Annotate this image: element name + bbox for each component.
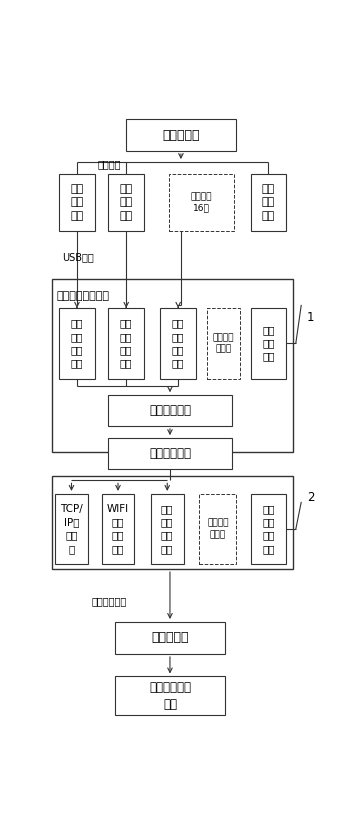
Text: 各类传感器: 各类传感器: [162, 129, 200, 141]
FancyBboxPatch shape: [102, 494, 134, 564]
Text: 多信
道扩
展板: 多信 道扩 展板: [262, 184, 275, 220]
Text: 多信
道扩
展板: 多信 道扩 展板: [120, 184, 133, 220]
FancyBboxPatch shape: [151, 494, 184, 564]
FancyBboxPatch shape: [108, 395, 232, 426]
Text: USB连接: USB连接: [62, 252, 94, 262]
Text: 接入连接: 接入连接: [97, 159, 121, 169]
FancyBboxPatch shape: [108, 308, 144, 379]
Text: 数字
变量
采集
模块: 数字 变量 采集 模块: [120, 319, 132, 368]
Text: 数据处理模块: 数据处理模块: [149, 404, 191, 417]
FancyBboxPatch shape: [199, 494, 236, 564]
FancyBboxPatch shape: [59, 308, 95, 379]
FancyBboxPatch shape: [251, 494, 286, 564]
Text: 1: 1: [307, 311, 314, 324]
Text: 移动
数据
传输
模块: 移动 数据 传输 模块: [161, 504, 173, 554]
FancyBboxPatch shape: [108, 438, 232, 469]
Text: TCP/
IP传
输模
块: TCP/ IP传 输模 块: [60, 504, 83, 554]
FancyBboxPatch shape: [55, 494, 88, 564]
FancyBboxPatch shape: [251, 308, 286, 379]
Text: WIFI
无线
传输
模块: WIFI 无线 传输 模块: [107, 504, 129, 554]
FancyBboxPatch shape: [169, 174, 234, 231]
Text: 可集成多
种模块: 可集成多 种模块: [207, 518, 229, 539]
Text: 信号
转换
模块: 信号 转换 模块: [262, 325, 275, 361]
Text: 数据存储模块: 数据存储模块: [149, 447, 191, 460]
Text: 中心服务器: 中心服务器: [151, 631, 189, 645]
FancyBboxPatch shape: [207, 308, 240, 379]
Text: 报警
信号
采集
模块: 报警 信号 采集 模块: [172, 319, 184, 368]
FancyBboxPatch shape: [59, 174, 95, 231]
Text: 可集成多
种模块: 可集成多 种模块: [213, 333, 234, 354]
Text: 卫星
数据
传输
模块: 卫星 数据 传输 模块: [262, 504, 275, 554]
FancyBboxPatch shape: [251, 174, 286, 231]
FancyBboxPatch shape: [160, 308, 196, 379]
FancyBboxPatch shape: [126, 119, 236, 151]
Text: 可增加至
16块: 可增加至 16块: [191, 192, 212, 213]
Text: 通过网络连接: 通过网络连接: [92, 596, 127, 606]
FancyBboxPatch shape: [108, 174, 144, 231]
FancyBboxPatch shape: [115, 622, 225, 654]
FancyBboxPatch shape: [115, 676, 225, 715]
Text: 2: 2: [307, 491, 314, 503]
Text: 多信
道扩
展板: 多信 道扩 展板: [70, 184, 84, 220]
Text: 模拟
变量
采集
模块: 模拟 变量 采集 模块: [71, 319, 83, 368]
Text: 嵌入式服务器主板: 嵌入式服务器主板: [56, 290, 109, 300]
Text: 传感服务网络
平台: 传感服务网络 平台: [149, 681, 191, 711]
